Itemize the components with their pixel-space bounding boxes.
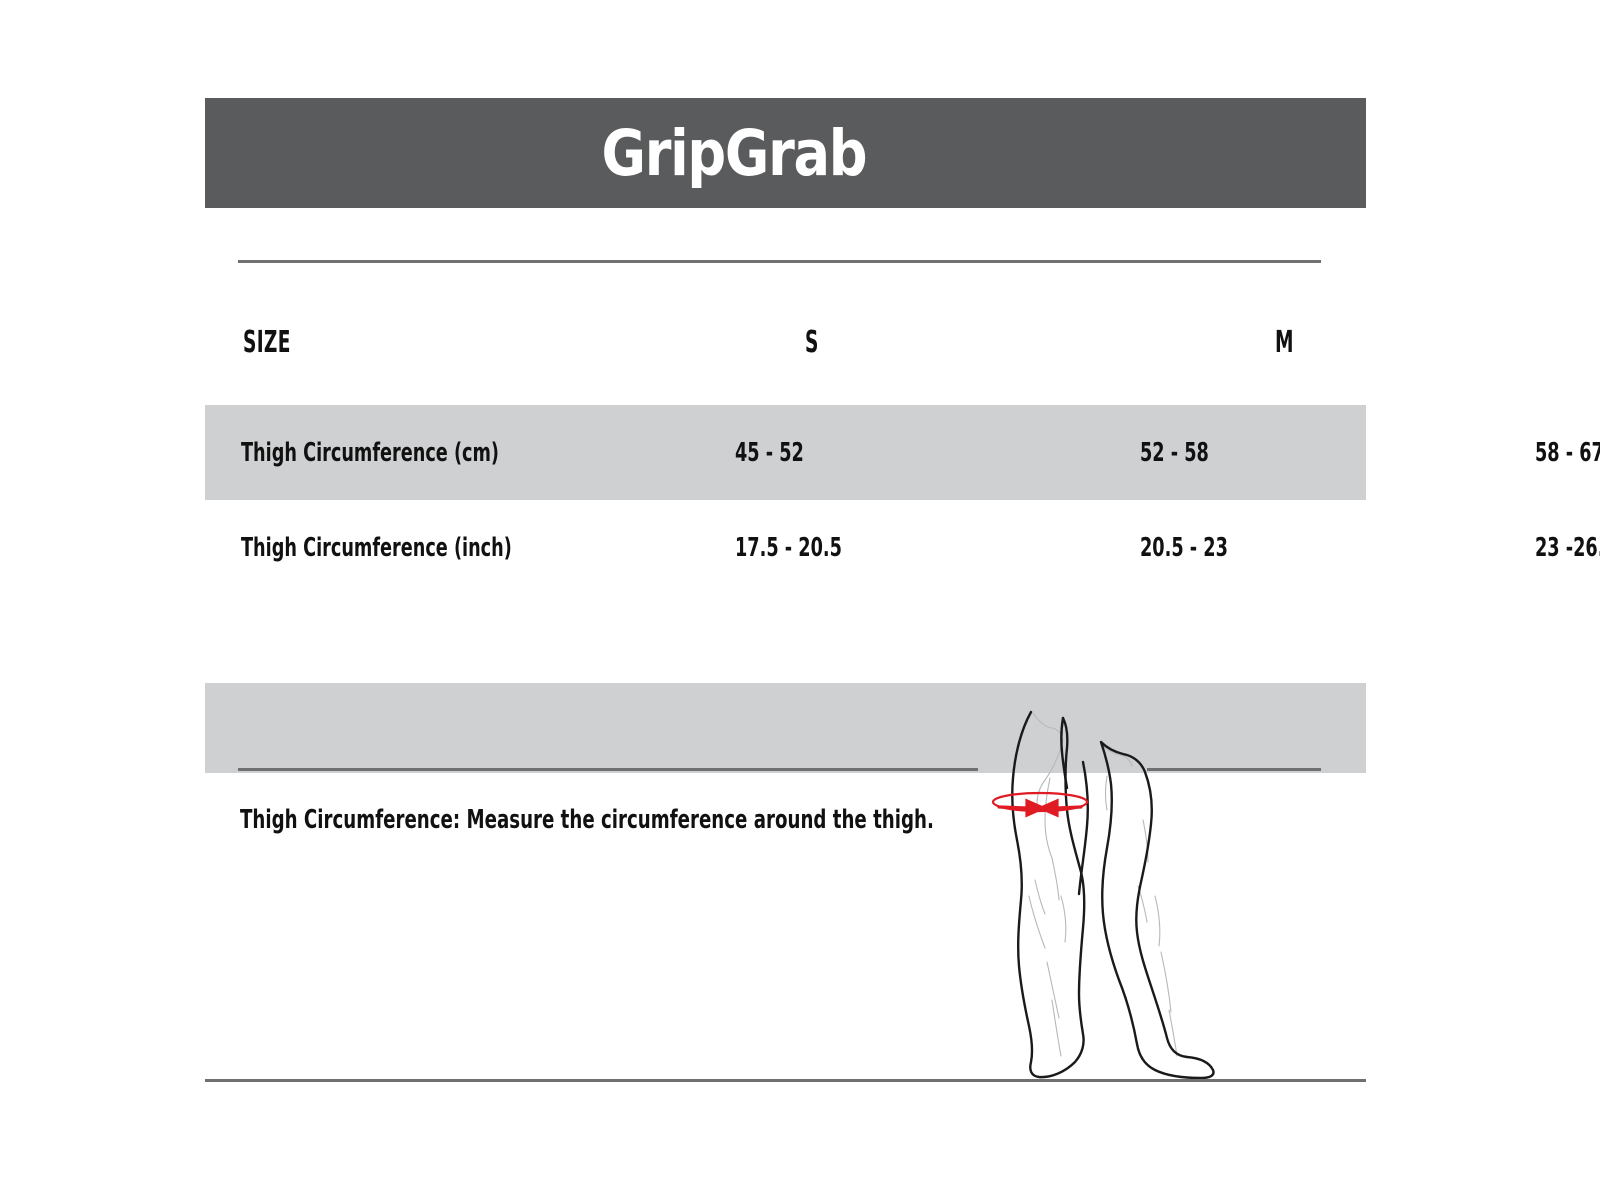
row-label-thigh-cm: Thigh Circumference (cm) (241, 437, 500, 468)
table-row: Thigh Circumference (cm) 45 - 52 52 - 58… (205, 405, 1600, 500)
table-blank-shaded-row (205, 683, 1366, 773)
table-spacer (205, 595, 1366, 683)
row-value-thigh-cm-m: 52 - 58 (1140, 437, 1209, 468)
measure-arrows-icon (997, 798, 1083, 818)
table-top-divider (238, 260, 1321, 263)
note-divider-right (1147, 768, 1321, 771)
brand-wordmark: GripGrab (601, 116, 868, 190)
table-header-size-m: M (1275, 325, 1294, 360)
row-label-thigh-inch: Thigh Circumference (inch) (241, 532, 512, 563)
size-table: SIZE S M L Thigh Circumference (cm) 45 -… (205, 280, 1600, 773)
table-row: Thigh Circumference (inch) 17.5 - 20.5 2… (205, 500, 1600, 595)
leg-outlines (1011, 710, 1215, 1080)
row-value-thigh-inch-l: 23 -26.5 (1535, 532, 1600, 563)
leg-interior-detail-lines (1028, 712, 1178, 1057)
brand-header-bar: GripGrab (205, 98, 1366, 208)
table-header-size-label: SIZE (243, 325, 291, 360)
page-bottom-divider (205, 1079, 1366, 1082)
measurement-instruction-note: Thigh Circumference: Measure the circumf… (240, 805, 934, 835)
legs-illustration (955, 700, 1265, 1080)
row-value-thigh-inch-m: 20.5 - 23 (1140, 532, 1228, 563)
thigh-measurement-indicator (991, 791, 1089, 818)
table-header-row: SIZE S M L (205, 280, 1366, 405)
note-divider-left (238, 768, 978, 771)
row-value-thigh-cm-s: 45 - 52 (735, 437, 804, 468)
legs-thigh-measurement-diagram (991, 710, 1215, 1080)
row-value-thigh-cm-l: 58 - 67 (1535, 437, 1600, 468)
row-value-thigh-inch-s: 17.5 - 20.5 (735, 532, 842, 563)
table-header-size-s: S (805, 325, 819, 360)
